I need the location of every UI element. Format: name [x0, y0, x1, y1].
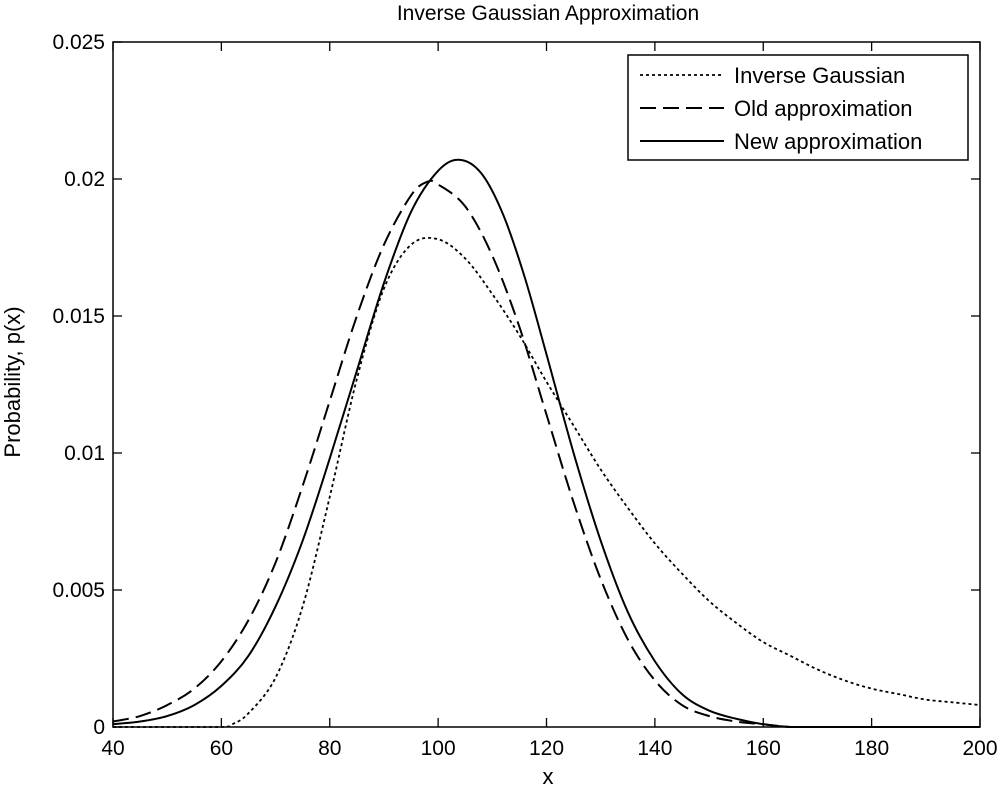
y-tick-label: 0.01	[64, 442, 105, 465]
x-tick-label: 140	[637, 737, 672, 760]
x-tick-label: 160	[746, 737, 781, 760]
ticks-layer: 40 60 80 100 120 140 160 180 200 0 0.005 0.01 0.015 0…	[52, 31, 997, 760]
chart-title: Inverse Gaussian Approximation	[397, 2, 699, 25]
y-tick-label: 0.005	[52, 579, 105, 602]
y-tick-label: 0.015	[52, 305, 105, 328]
legend-label-1: Inverse Gaussian	[734, 63, 905, 88]
series-line-1	[112, 236, 981, 728]
y-tick-label: 0.025	[52, 31, 105, 54]
x-tick-label: 180	[854, 737, 889, 760]
legend-box	[627, 54, 969, 161]
series-line-2	[112, 179, 980, 729]
x-tick-label: 200	[962, 737, 997, 760]
series-layer	[112, 158, 981, 729]
series-line-3	[112, 158, 980, 729]
x-tick-label: 60	[210, 737, 233, 760]
legend-label-2: Old approximation	[734, 96, 913, 121]
x-tick-label: 100	[421, 737, 456, 760]
x-axis-label: x	[543, 764, 554, 789]
x-tick-label: 40	[101, 737, 124, 760]
x-tick-label: 80	[318, 737, 341, 760]
y-tick-label: 0	[93, 716, 105, 739]
legend: Inverse Gaussian Old approximation New app…	[627, 54, 969, 161]
plot-area: 40 60 80 100 120 140 160 180 200 0 0.005 0.01 0.015 0…	[52, 31, 997, 760]
y-tick-label: 0.02	[64, 168, 105, 191]
x-tick-label: 120	[529, 737, 564, 760]
y-axis-label: Probability, p(x)	[0, 306, 25, 457]
legend-label-3: New approximation	[734, 129, 922, 154]
